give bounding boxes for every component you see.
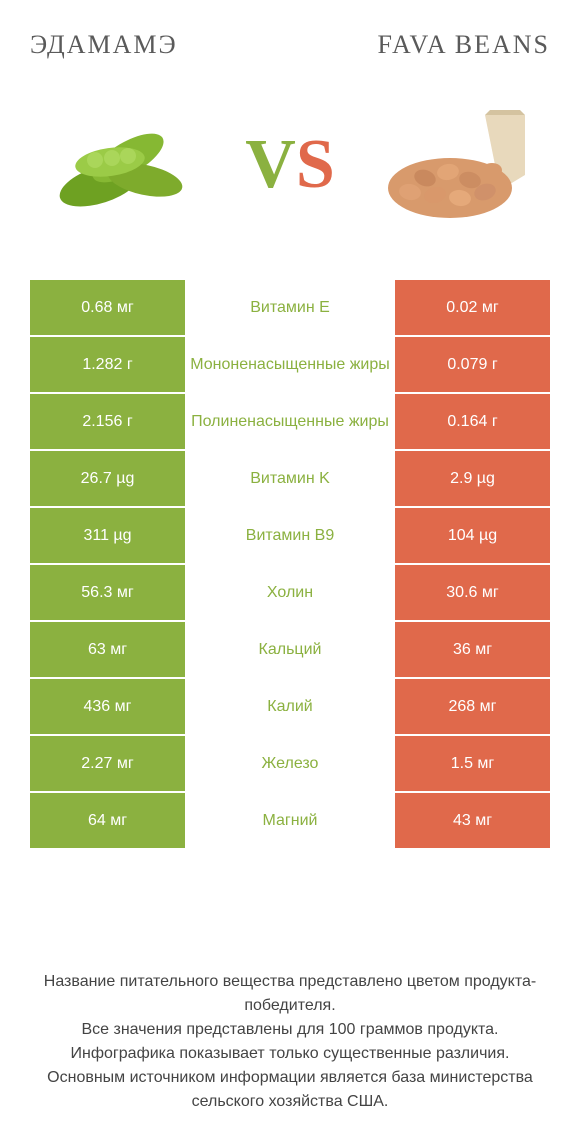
comparison-table: 0.68 мгВитамин E0.02 мг1.282 гМононенасы… [30, 280, 550, 848]
images-row: VS [30, 100, 550, 230]
cell-left-value: 436 мг [30, 679, 185, 734]
table-row: 26.7 µgВитамин K2.9 µg [30, 451, 550, 506]
table-row: 1.282 гМононенасыщенные жиры0.079 г [30, 337, 550, 392]
cell-right-value: 1.5 мг [395, 736, 550, 791]
cell-right-value: 268 мг [395, 679, 550, 734]
cell-nutrient-label: Холин [185, 565, 395, 620]
cell-left-value: 64 мг [30, 793, 185, 848]
cell-nutrient-label: Полиненасыщенные жиры [185, 394, 395, 449]
cell-left-value: 0.68 мг [30, 280, 185, 335]
footer-note: Название питательного вещества представл… [30, 970, 550, 1114]
cell-nutrient-label: Железо [185, 736, 395, 791]
cell-nutrient-label: Магний [185, 793, 395, 848]
edamame-image [50, 100, 200, 230]
fava-beans-image [380, 100, 530, 230]
title-left: ЭДАМАМЭ [30, 30, 178, 60]
table-row: 436 мгКалий268 мг [30, 679, 550, 734]
cell-right-value: 2.9 µg [395, 451, 550, 506]
cell-right-value: 0.079 г [395, 337, 550, 392]
cell-right-value: 0.164 г [395, 394, 550, 449]
title-right: FAVA BEANS [378, 30, 550, 60]
table-row: 311 µgВитамин B9104 µg [30, 508, 550, 563]
cell-nutrient-label: Витамин E [185, 280, 395, 335]
cell-nutrient-label: Калий [185, 679, 395, 734]
cell-nutrient-label: Кальций [185, 622, 395, 677]
cell-left-value: 2.156 г [30, 394, 185, 449]
table-row: 63 мгКальций36 мг [30, 622, 550, 677]
cell-left-value: 311 µg [30, 508, 185, 563]
header: ЭДАМАМЭ FAVA BEANS [30, 30, 550, 60]
table-row: 0.68 мгВитамин E0.02 мг [30, 280, 550, 335]
table-row: 2.27 мгЖелезо1.5 мг [30, 736, 550, 791]
cell-right-value: 30.6 мг [395, 565, 550, 620]
vs-v-letter: V [245, 126, 296, 203]
cell-nutrient-label: Мононенасыщенные жиры [185, 337, 395, 392]
cell-left-value: 63 мг [30, 622, 185, 677]
cell-right-value: 0.02 мг [395, 280, 550, 335]
table-row: 64 мгМагний43 мг [30, 793, 550, 848]
cell-right-value: 104 µg [395, 508, 550, 563]
cell-left-value: 56.3 мг [30, 565, 185, 620]
vs-s-letter: S [296, 126, 335, 203]
table-row: 2.156 гПолиненасыщенные жиры0.164 г [30, 394, 550, 449]
cell-right-value: 36 мг [395, 622, 550, 677]
cell-left-value: 26.7 µg [30, 451, 185, 506]
cell-left-value: 1.282 г [30, 337, 185, 392]
vs-label: VS [245, 130, 335, 200]
cell-nutrient-label: Витамин K [185, 451, 395, 506]
cell-right-value: 43 мг [395, 793, 550, 848]
cell-left-value: 2.27 мг [30, 736, 185, 791]
cell-nutrient-label: Витамин B9 [185, 508, 395, 563]
table-row: 56.3 мгХолин30.6 мг [30, 565, 550, 620]
